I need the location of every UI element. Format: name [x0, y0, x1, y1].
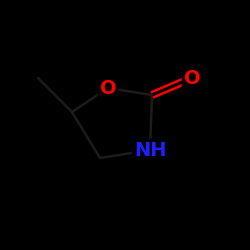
Text: O: O: [184, 68, 200, 87]
Text: NH: NH: [134, 140, 166, 160]
Text: O: O: [100, 78, 116, 98]
